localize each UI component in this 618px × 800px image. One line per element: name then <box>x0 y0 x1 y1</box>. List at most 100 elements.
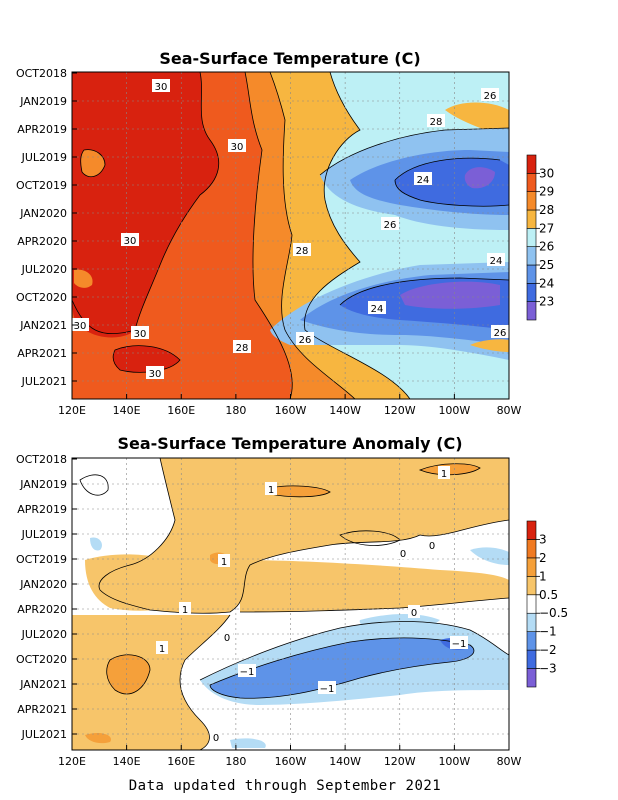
y-tick-label: JAN2021 <box>19 319 67 332</box>
contour-label-text: 28 <box>236 343 249 354</box>
anomaly-x-axis: 120E 140E 160E 180 160W 140W 120W 100W 80W <box>58 745 522 768</box>
colorbar-label: 2 <box>539 551 547 565</box>
contour-label: 0 <box>397 546 409 560</box>
y-tick-label: OCT2019 <box>16 553 67 566</box>
contour-label: 30 <box>72 318 89 332</box>
colorbar-label: 1 <box>539 569 547 583</box>
y-tick-label: JAN2020 <box>19 578 67 591</box>
y-tick-label: OCT2018 <box>16 67 67 80</box>
contour-label: 24 <box>414 172 432 186</box>
contour-label-text: 26 <box>384 220 397 231</box>
colorbar-swatch <box>526 154 537 174</box>
y-tick-label: OCT2020 <box>16 653 67 666</box>
x-tick-label: 100W <box>438 404 470 417</box>
colorbar-swatch <box>526 264 537 284</box>
colorbar-label: 24 <box>539 276 554 290</box>
x-tick-label: 120E <box>58 755 86 768</box>
y-tick-label: JAN2019 <box>19 478 67 491</box>
contour-label: 26 <box>481 88 499 102</box>
contour-label-text: −1 <box>240 667 255 678</box>
x-tick-label: 140W <box>329 404 361 417</box>
contour-label-text: 0 <box>213 733 219 744</box>
colorbar-swatch <box>526 283 537 302</box>
contour-label-text: 26 <box>494 328 507 339</box>
contour-label: 30 <box>131 326 149 340</box>
contour-label: 26 <box>491 325 509 339</box>
colorbar-swatch <box>526 301 537 321</box>
colorbar-swatch <box>526 209 537 229</box>
colorbar-swatch <box>526 539 537 559</box>
contour-label: 26 <box>381 217 399 231</box>
contour-label-text: 24 <box>417 175 430 186</box>
contour-label: 0 <box>426 538 438 552</box>
anomaly-contour-labels: 1 1 1 1 1 0 0 0 0 0 −1 −1 −1 <box>156 466 468 744</box>
contour-label-text: 26 <box>299 335 312 346</box>
y-tick-label: JUL2020 <box>21 628 67 641</box>
x-tick-label: 160E <box>167 755 195 768</box>
y-tick-label: JUL2020 <box>21 263 67 276</box>
contour-label: 0 <box>210 730 222 744</box>
contour-label-text: 1 <box>441 469 447 480</box>
contour-label-text: 30 <box>134 329 147 340</box>
y-tick-label: APR2019 <box>17 503 67 516</box>
sst-colorbar: 23 24 25 26 27 28 29 30 <box>526 154 554 321</box>
contour-label: 1 <box>438 466 450 480</box>
contour-label: 24 <box>368 301 386 315</box>
y-tick-label: JAN2020 <box>19 207 67 220</box>
sst-title: Sea-Surface Temperature (C) <box>159 49 420 68</box>
contour-label-text: 1 <box>182 605 188 616</box>
colorbar-swatch <box>526 612 537 632</box>
colorbar-label: 3 <box>539 532 547 546</box>
y-tick-label: JUL2021 <box>21 375 67 388</box>
x-tick-label: 180 <box>225 755 246 768</box>
contour-label-text: 26 <box>484 91 497 102</box>
contour-label-text: 30 <box>124 236 137 247</box>
contour-label: 1 <box>218 554 230 568</box>
x-tick-label: 140E <box>113 404 141 417</box>
contour-label-text: 30 <box>74 321 87 332</box>
x-tick-label: 180 <box>225 404 246 417</box>
colorbar-swatch <box>526 668 537 688</box>
y-tick-label: JAN2021 <box>19 678 67 691</box>
contour-label-text: 30 <box>149 369 162 380</box>
y-tick-label: APR2021 <box>17 347 67 360</box>
y-tick-label: JAN2019 <box>19 95 67 108</box>
anomaly-colorbar: −3 −2 −1 −0.5 0.5 1 2 3 <box>526 520 568 688</box>
contour-label-text: 30 <box>155 82 168 93</box>
contour-label-text: −1 <box>320 684 335 695</box>
x-tick-label: 120W <box>384 755 416 768</box>
anomaly-title: Sea-Surface Temperature Anomaly (C) <box>117 434 462 453</box>
contour-label: 1 <box>156 641 168 655</box>
contour-label-text: −1 <box>452 639 467 650</box>
x-tick-label: 100W <box>438 755 470 768</box>
colorbar-swatch <box>526 191 537 211</box>
colorbar-swatch <box>526 557 537 577</box>
colorbar-label: 29 <box>539 185 554 199</box>
colorbar-label: −0.5 <box>539 606 568 620</box>
contour-label-text: 0 <box>411 608 417 619</box>
colorbar-label: −3 <box>539 662 557 676</box>
x-tick-label: 160E <box>167 404 195 417</box>
contour-label: 28 <box>427 114 445 128</box>
colorbar-swatch <box>526 631 537 651</box>
sst-contour-labels: 30 30 30 30 30 30 28 28 28 26 26 26 26 24 24 24 <box>72 79 509 380</box>
colorbar-swatch <box>526 576 537 596</box>
contour-label: 1 <box>265 482 277 496</box>
contour-label: 0 <box>408 605 420 619</box>
colorbar-label: 0.5 <box>539 588 558 602</box>
contour-label-text: 0 <box>400 549 406 560</box>
colorbar-label: −2 <box>539 643 557 657</box>
y-tick-label: JUL2021 <box>21 728 67 741</box>
contour-label-text: 24 <box>371 304 384 315</box>
colorbar-label: 26 <box>539 240 554 254</box>
y-tick-label: JUL2019 <box>21 528 67 541</box>
contour-label-text: 28 <box>296 246 309 257</box>
y-tick-label: OCT2018 <box>16 453 67 466</box>
colorbar-swatch <box>526 246 537 266</box>
y-tick-label: JUL2019 <box>21 151 67 164</box>
sst-x-axis: 120E 140E 160E 180 160W 140W 120W 100W 80W <box>58 394 522 417</box>
colorbar-swatch <box>526 228 537 247</box>
contour-label-text: 30 <box>231 142 244 153</box>
y-tick-label: APR2019 <box>17 123 67 136</box>
x-tick-label: 140W <box>329 755 361 768</box>
